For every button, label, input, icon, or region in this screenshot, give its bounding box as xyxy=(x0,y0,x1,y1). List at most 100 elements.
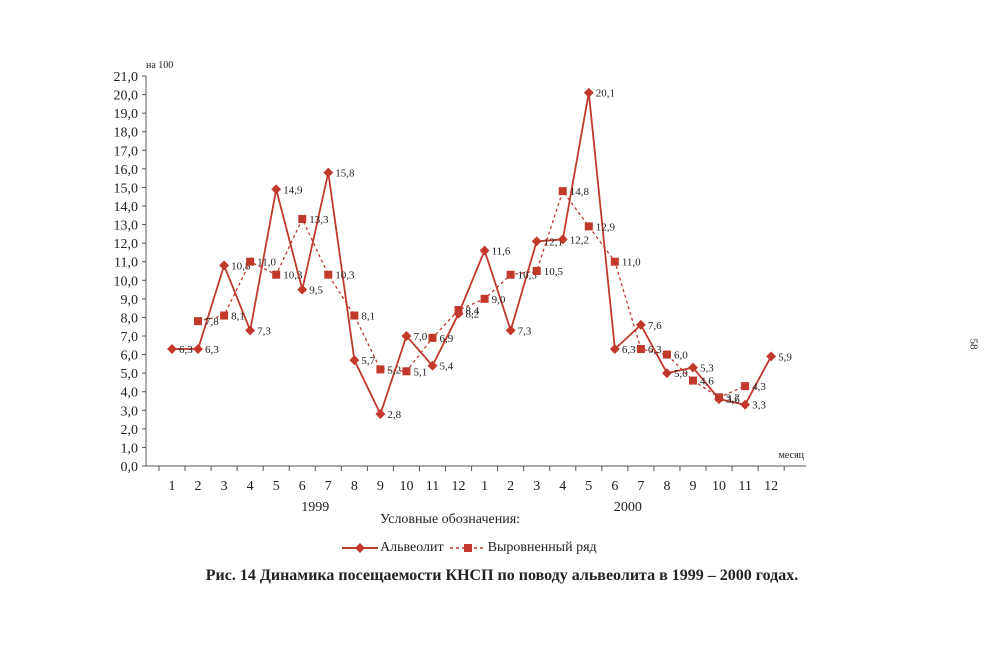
series-2-data-label: 9,0 xyxy=(492,294,506,306)
series-1-point xyxy=(766,351,777,362)
series-1-point xyxy=(557,234,568,245)
series-1-point xyxy=(297,284,308,295)
series-2-point xyxy=(194,317,203,326)
y-tick-label: 0,0 xyxy=(121,460,139,475)
x-tick-label: 8 xyxy=(663,479,670,494)
series-2-data-label: 4,6 xyxy=(700,376,714,388)
series-1-data-label: 6,3 xyxy=(179,344,193,356)
series-1-point xyxy=(193,344,203,354)
series-2-data-label: 6,3 xyxy=(648,344,662,356)
series-2-point xyxy=(246,257,255,266)
x-tick-label: 1 xyxy=(481,479,488,494)
series-2-data-label: 10,3 xyxy=(518,270,538,282)
series-1-data-label: 3,3 xyxy=(752,400,766,412)
series-2-point xyxy=(350,311,359,320)
series-2-point xyxy=(506,270,515,279)
series-2-data-label: 7,8 xyxy=(205,316,219,328)
series-1-data-label: 7,6 xyxy=(648,320,662,332)
y-tick-label: 4,0 xyxy=(121,386,139,401)
series-2-data-label: 4,3 xyxy=(752,381,766,393)
series-2-data-label: 11,0 xyxy=(257,257,276,269)
y-tick-label: 16,0 xyxy=(114,163,139,178)
x-tick-label: 5 xyxy=(273,479,280,494)
y-tick-label: 7,0 xyxy=(121,330,139,345)
series-2-data-label: 12,9 xyxy=(596,221,616,233)
series-2-point xyxy=(272,270,281,279)
figure-caption: Рис. 14 Динамика посещаемости КНСП по по… xyxy=(205,567,799,584)
series-2-data-label: 11,0 xyxy=(622,257,641,269)
series-2-point xyxy=(376,365,385,374)
y-tick-label: 6,0 xyxy=(121,349,139,364)
series-1-data-label: 5,4 xyxy=(440,361,454,373)
series-1-point xyxy=(245,325,256,336)
series-1-point xyxy=(349,355,360,366)
x-tick-label: 3 xyxy=(221,479,228,494)
x-group-label: 2000 xyxy=(614,500,642,515)
y-tick-label: 1,0 xyxy=(121,441,139,456)
series-1-data-label: 7,3 xyxy=(257,325,271,337)
series-1-point xyxy=(609,344,620,354)
x-tick-label: 6 xyxy=(299,479,306,494)
legend-item-series-1: Альвеолит xyxy=(340,540,444,556)
x-tick-label: 1 xyxy=(169,479,176,494)
series-2-data-label: 8,4 xyxy=(466,305,480,317)
y-tick-label: 5,0 xyxy=(121,367,139,382)
series-1-point xyxy=(401,331,412,341)
x-tick-label: 8 xyxy=(351,479,358,494)
x-tick-label: 2 xyxy=(195,479,202,494)
x-tick-label: 10 xyxy=(399,479,413,494)
series-1-data-label: 5,0 xyxy=(674,368,688,380)
series-1-point xyxy=(505,325,516,336)
x-group-label: 1999 xyxy=(301,500,329,515)
series-1-point xyxy=(635,319,646,330)
x-tick-label: 7 xyxy=(325,479,332,494)
series-2-point xyxy=(715,393,724,402)
series-2-data-label: 10,3 xyxy=(335,270,355,282)
x-tick-label: 3 xyxy=(533,479,540,494)
series-2-point xyxy=(480,294,489,303)
y-tick-label: 19,0 xyxy=(114,107,139,122)
y-tick-label: 15,0 xyxy=(114,181,139,196)
y-axis-unit: на 100 xyxy=(146,60,173,71)
x-tick-label: 7 xyxy=(637,479,644,494)
y-tick-label: 10,0 xyxy=(114,274,139,289)
series-1-data-label: 20,1 xyxy=(596,88,615,100)
y-tick-label: 13,0 xyxy=(114,219,139,234)
series-2-point xyxy=(532,267,541,275)
x-tick-label: 10 xyxy=(712,479,726,494)
series-1-point xyxy=(583,87,594,98)
series-2-data-label: 6,0 xyxy=(674,350,688,362)
series-2-data-label: 14,8 xyxy=(570,186,590,198)
line-chart: 0,01,02,03,04,05,06,07,08,09,010,011,012… xyxy=(114,60,806,515)
series-1-data-label: 3,6 xyxy=(726,394,740,406)
x-axis-unit: месяц xyxy=(779,450,805,461)
series-1-data-label: 12,2 xyxy=(570,234,589,246)
series-2-point xyxy=(402,367,411,376)
y-tick-label: 18,0 xyxy=(114,126,139,141)
series-2-line xyxy=(197,189,746,399)
x-tick-label: 12 xyxy=(764,479,778,494)
legend-swatch-series-2 xyxy=(449,544,486,552)
y-tick-label: 2,0 xyxy=(121,423,139,438)
x-tick-label: 2 xyxy=(507,479,514,494)
series-1-data-label: 14,9 xyxy=(283,184,303,196)
series-2-data-label: 5,1 xyxy=(413,366,427,378)
series-1-point xyxy=(662,368,672,379)
series-2-point xyxy=(220,311,229,320)
x-tick-label: 9 xyxy=(377,479,384,494)
y-tick-label: 3,0 xyxy=(121,404,139,419)
series-2-point xyxy=(741,382,750,391)
y-tick-label: 20,0 xyxy=(114,89,139,104)
series-2-point xyxy=(636,345,645,353)
legend: Альвеолит Выровненный ряд xyxy=(340,540,601,556)
x-tick-label: 9 xyxy=(690,479,697,494)
series-1-point xyxy=(427,360,438,371)
x-tick-label: 4 xyxy=(559,479,566,494)
y-tick-label: 14,0 xyxy=(114,200,139,215)
y-tick-label: 21,0 xyxy=(114,70,139,85)
series-2-data-label: 10,3 xyxy=(283,270,303,282)
series-1-data-label: 6,3 xyxy=(622,344,636,356)
series-2-point xyxy=(454,306,463,314)
series-2-data-label: 3,7 xyxy=(726,392,740,404)
legend-label-series-1: Альвеолит xyxy=(380,540,444,555)
